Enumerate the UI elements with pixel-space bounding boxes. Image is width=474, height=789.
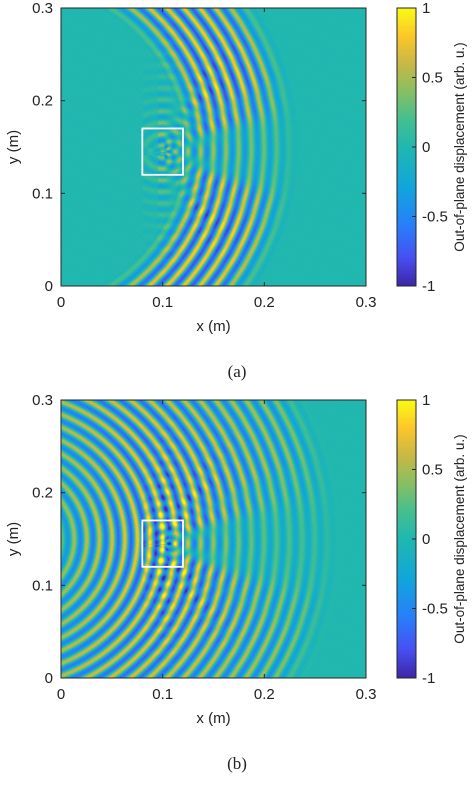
colorbar-tick-label: 0 xyxy=(422,531,430,548)
colorbar-tick-label: 1 xyxy=(422,392,430,409)
scatterer-region-box xyxy=(141,519,184,568)
y-tick-label: 0.2 xyxy=(32,93,53,110)
colorbar-label: Out-of-plane displacement (arb. u.) xyxy=(452,434,467,643)
x-tick-label: 0 xyxy=(57,294,65,311)
y-tick-label: 0.2 xyxy=(32,485,53,502)
plot-frame xyxy=(60,7,367,287)
y-tick-label: 0 xyxy=(45,670,53,687)
y-tick-label: 0 xyxy=(45,278,53,295)
colorbar-tick-label: -1 xyxy=(422,670,435,687)
x-tick-label: 0.1 xyxy=(152,294,173,311)
x-tick-label: 0.3 xyxy=(356,686,377,703)
colorbar-tick-label: -1 xyxy=(422,278,435,295)
x-tick-label: 0 xyxy=(57,686,65,703)
x-tick-label: 0.1 xyxy=(152,686,173,703)
colorbar-label: Out-of-plane displacement (arb. u.) xyxy=(452,42,467,251)
figure-panel-b: 0 0.1 0.2 0.3 0 0.1 0.2 0.3 x (m) y (m) -1 -0.5 0 0.5… xyxy=(0,392,474,789)
colorbar-tick-label: 0.5 xyxy=(422,70,443,87)
wave-field-heatmap xyxy=(61,400,366,678)
y-tick-label: 0.3 xyxy=(32,0,53,17)
colorbar-tick-label: 0 xyxy=(422,139,430,156)
y-tick-label: 0.1 xyxy=(32,577,53,594)
x-tick-label: 0.2 xyxy=(254,686,275,703)
plot-frame xyxy=(60,399,367,679)
y-axis-label: y (m) xyxy=(5,522,22,556)
panel-caption: (b) xyxy=(227,754,247,773)
x-axis-label: x (m) xyxy=(196,318,230,335)
colorbar-gradient xyxy=(397,8,416,286)
colorbar-tick-label: 0.5 xyxy=(422,462,443,479)
colorbar-tick-label: -0.5 xyxy=(422,209,448,226)
y-tick-label: 0.1 xyxy=(32,185,53,202)
y-tick-label: 0.3 xyxy=(32,392,53,409)
chart-a: 0 0.1 0.2 0.3 0 0.1 0.2 0.3 x (m) y (m) -1 -0.5 0 0.5… xyxy=(5,0,467,381)
chart-b: 0 0.1 0.2 0.3 0 0.1 0.2 0.3 x (m) y (m) -1 -0.5 0 0.5… xyxy=(5,392,467,773)
scatterer-region-box xyxy=(141,127,184,176)
x-tick-label: 0.3 xyxy=(356,294,377,311)
colorbar-gradient xyxy=(397,400,416,678)
colorbar-tick-label: -0.5 xyxy=(422,601,448,618)
colorbar-tick-label: 1 xyxy=(422,0,430,17)
x-tick-label: 0.2 xyxy=(254,294,275,311)
y-axis-label: y (m) xyxy=(5,130,22,164)
wave-field-heatmap xyxy=(61,8,366,286)
figure-panel-a: 0 0.1 0.2 0.3 0 0.1 0.2 0.3 x (m) y (m) -1 -0.5 0 0.5… xyxy=(5,0,467,381)
panel-caption: (a) xyxy=(228,362,247,381)
x-axis-label: x (m) xyxy=(196,710,230,727)
